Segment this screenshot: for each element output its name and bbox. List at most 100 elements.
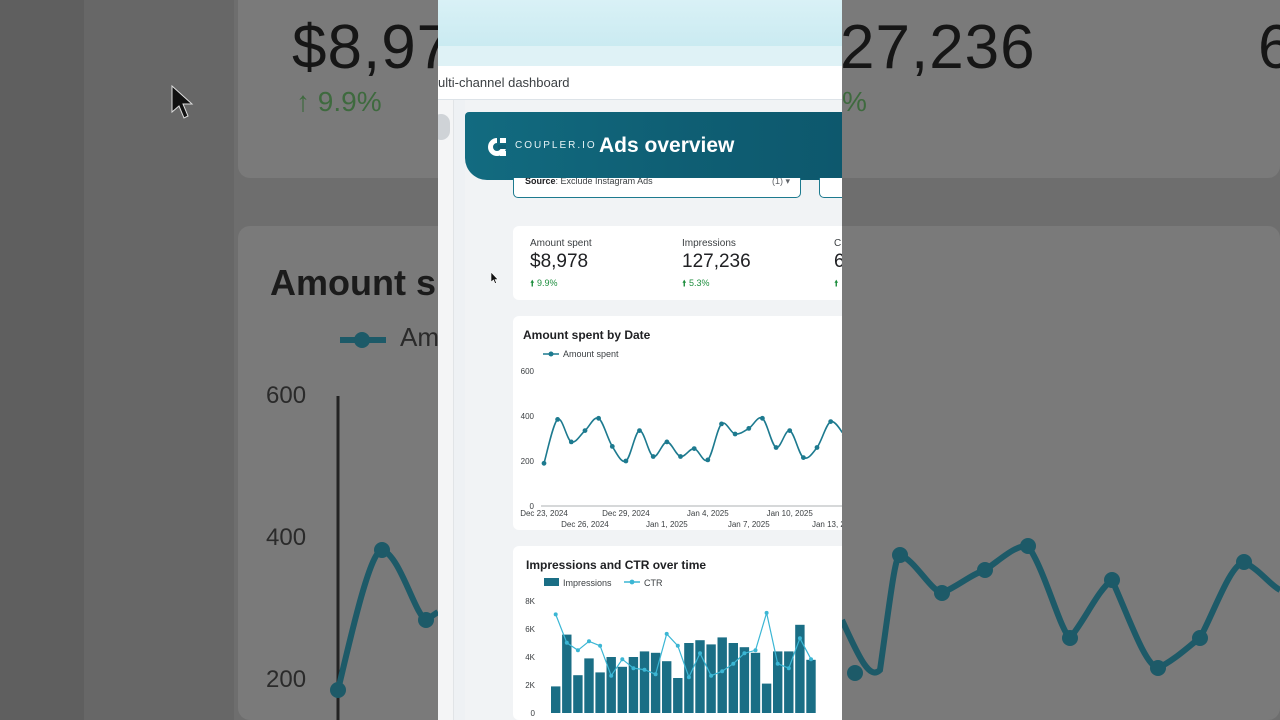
bg-kpi-delta: ↑ 9.9% (296, 86, 382, 117)
data-point (637, 428, 642, 433)
ctr-data-point (786, 666, 791, 671)
chart-title: Impressions and CTR over time (526, 558, 707, 572)
legend-label: Impressions (563, 578, 612, 588)
impressions-bar (806, 659, 816, 713)
arrow-up-icon: 🠙 (834, 278, 839, 288)
ctr-data-point (553, 612, 558, 617)
y-tick-label: 2K (525, 681, 535, 690)
legend-bar-swatch (544, 578, 559, 586)
data-point (623, 458, 629, 464)
y-tick-label: 400 (521, 412, 535, 421)
ctr-data-point (764, 610, 769, 615)
rail-toggle-button[interactable] (438, 114, 450, 140)
y-tick-label: 0 (530, 502, 535, 511)
data-point (664, 439, 670, 445)
impressions-bar (606, 657, 616, 713)
ctr-data-point (642, 667, 647, 672)
impressions-bar (695, 640, 705, 713)
source-filter-count: (1) ▾ (771, 178, 790, 186)
page-title: Ads overview (599, 134, 735, 157)
impressions-bar (795, 624, 805, 713)
data-point (691, 446, 697, 451)
source-filter-label: Source: Exclude Instagram Ads (525, 178, 653, 186)
legend-label: CTR (644, 578, 663, 588)
bg-kpi-value-2: 27,236 (840, 13, 1036, 82)
x-tick-label: Dec 23, 2024 (520, 509, 568, 518)
breadcrumb[interactable]: ulti-channel dashboard (438, 75, 570, 90)
y-tick-label: 6K (525, 625, 535, 634)
ctr-data-point (731, 661, 736, 666)
ctr-data-point (686, 675, 691, 680)
source-filter-dropdown[interactable]: Source: Exclude Instagram Ads (1) ▾ (513, 178, 801, 198)
logo-text: COUPLER.IO (515, 140, 597, 151)
mouse-cursor-icon (491, 272, 499, 284)
kpi-value: 6 (834, 251, 842, 272)
kpi-amount-spent: Amount spent $8,978 🠙 9.9% (530, 238, 592, 292)
impressions-ctr-combo-chart[interactable]: Impressions CTR 8K 6K 4K 2K 0 (513, 546, 842, 720)
impressions-bar (706, 644, 716, 713)
data-point (555, 417, 560, 422)
impressions-bar (639, 651, 650, 713)
left-rail (438, 100, 454, 720)
kpi-delta: 🠙 5.3% (682, 278, 710, 288)
kpi-value: 127,236 (682, 251, 751, 272)
ctr-data-point (797, 636, 802, 641)
kpi-label: Amount spent (530, 238, 592, 249)
coupler-logo-icon (488, 138, 506, 156)
ctr-data-point (775, 661, 780, 666)
data-point (801, 455, 806, 460)
ctr-data-point (564, 640, 569, 645)
ctr-data-point (698, 651, 702, 656)
data-point (719, 421, 724, 427)
dashboard-viewport: ulti-channel dashboard COUPLER.IO Ads ov… (438, 0, 842, 720)
impressions-bar (650, 652, 661, 713)
report-header: COUPLER.IO Ads overview (465, 112, 842, 180)
y-tick-label: 4K (525, 653, 535, 662)
ctr-data-point (709, 673, 714, 678)
data-point (828, 419, 834, 424)
bg-kpi-value-3: 6 (1258, 13, 1280, 82)
amount-spent-series-line (543, 416, 842, 464)
arrow-up-icon: 🠙 (682, 278, 690, 288)
bg-axis-tick: 400 (266, 524, 307, 551)
kpi-delta: 🠙 9.9% (530, 278, 558, 288)
x-tick-label: Jan 1, 2025 (646, 520, 688, 529)
impressions-bar (584, 658, 594, 713)
bg-legend-text: Am (400, 322, 439, 352)
ctr-data-point (631, 666, 636, 671)
ctr-data-point (598, 643, 603, 648)
ctr-series-line (555, 612, 812, 679)
ctr-data-point (653, 672, 658, 677)
bg-chart-title: Amount s (270, 262, 436, 303)
x-tick-label: Dec 26, 2024 (561, 520, 609, 529)
kpi-value: $8,978 (530, 251, 589, 272)
bg-left-column (0, 0, 84, 720)
legend-label: Amount spent (563, 349, 619, 359)
impressions-bar (562, 634, 572, 713)
impressions-bar (739, 647, 750, 713)
ctr-data-point (720, 669, 725, 674)
kpi-label: Impressions (682, 238, 736, 249)
data-point (582, 428, 588, 433)
x-tick-label: Jan 10, 2025 (767, 509, 814, 518)
impressions-bar (750, 652, 761, 713)
kpi-delta: 🠙 (834, 276, 842, 292)
second-filter-dropdown[interactable] (819, 178, 842, 198)
bg-kpi-value: $8,97 (292, 13, 453, 82)
data-point (773, 445, 779, 450)
data-point (609, 444, 615, 449)
breadcrumb-bar: ulti-channel dashboard (438, 66, 842, 100)
data-point (814, 445, 820, 450)
impressions-bar (728, 643, 738, 713)
legend-dot-swatch (629, 579, 635, 585)
impressions-bar (628, 657, 639, 713)
ctr-data-point (809, 657, 813, 662)
arrow-up-icon: 🠙 (530, 278, 538, 288)
y-tick-label: 0 (531, 709, 536, 718)
amount-spent-chart-card: Amount spent by Date Amount spent 600 400 2… (513, 316, 842, 530)
ctr-data-point (587, 639, 591, 644)
data-point (568, 439, 574, 445)
